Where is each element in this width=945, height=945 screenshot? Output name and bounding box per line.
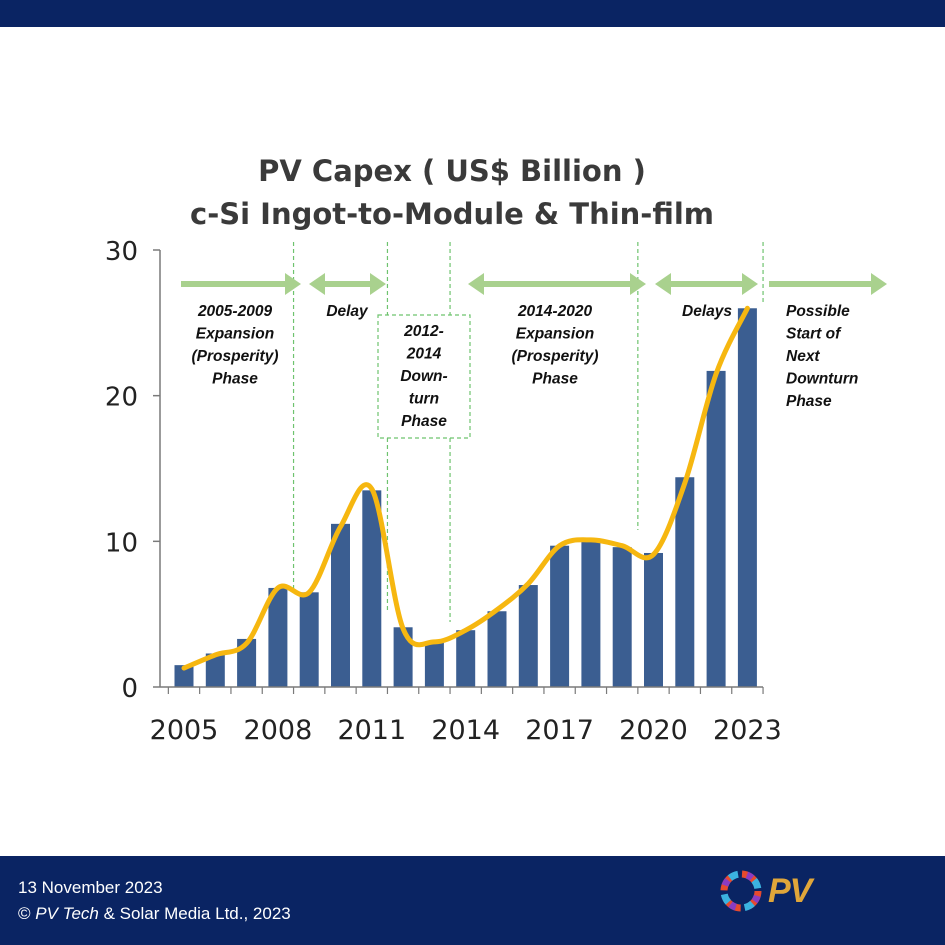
bar-2014 [456, 630, 476, 687]
bar-2020 [644, 552, 663, 687]
pv-tech-logo: PV [718, 868, 848, 914]
note-expansion-2005-2009-line: Expansion [196, 326, 274, 343]
note-downturn-2012-2014-line: turn [409, 391, 439, 408]
phase-annotations: 2005-2009 Expansion (Prosperity) Phase Delay… [192, 303, 858, 439]
bar-2005 [174, 665, 194, 687]
y-tick-label: 30 [105, 237, 138, 267]
capex-trend-curve [181, 305, 750, 671]
chart-title-line-1: PV Capex ( US$ Billion ) [258, 154, 646, 188]
x-tick-label: 2020 [619, 715, 688, 746]
capex-chart: PV Capex ( US$ Billion ) c-Si Ingot-to-M… [105, 154, 887, 746]
note-expansion-2014-2020-line: (Prosperity) [512, 348, 599, 365]
footer-bar: 13 November 2023 © PV Tech & Solar Media… [0, 856, 945, 945]
note-expansion-2014-2020-line: Expansion [516, 326, 594, 343]
note-next-downturn-line: Next [786, 348, 820, 365]
note-next-downturn-line: Phase [786, 393, 832, 410]
y-tick-label: 0 [121, 674, 138, 704]
arrow-expansion-2005-2009 [181, 273, 301, 295]
bar-2012 [393, 627, 413, 687]
note-expansion-2014-2020-line: 2014-2020 [517, 303, 593, 320]
copyright-prefix: © [18, 904, 36, 923]
top-banner [0, 0, 945, 27]
note-downturn-2012-2014-line: 2014 [406, 346, 442, 363]
bar-2013 [424, 641, 444, 687]
note-expansion-2005-2009-line: (Prosperity) [192, 348, 279, 365]
trend-line [181, 305, 750, 671]
y-tick-label: 10 [105, 528, 138, 558]
bar-2023 [737, 308, 757, 687]
arrow-delay [309, 273, 386, 295]
downturn-phase-box [377, 314, 471, 439]
tick-labels: 0 10 20 30 2005 2008 2011 2014 2017 2020 2023 [105, 237, 782, 746]
x-tick-label: 2023 [713, 715, 782, 746]
bar-2010 [331, 523, 350, 687]
footer-copyright: © PV Tech & Solar Media Ltd., 2023 [18, 904, 291, 924]
bar-2017 [550, 545, 570, 687]
arrow-next-downturn [769, 273, 887, 295]
note-expansion-2005-2009-line: Phase [212, 371, 258, 388]
note-downturn-2012-2014-line: Phase [401, 413, 447, 430]
bar-2015 [487, 611, 507, 687]
logo-text: PV [768, 872, 812, 910]
x-tick-label: 2008 [244, 715, 313, 746]
x-tick-label: 2011 [337, 715, 406, 746]
note-expansion-2014-2020-line: Phase [532, 371, 578, 388]
bar-2007 [237, 638, 257, 687]
bar-2008 [268, 587, 288, 687]
axes [153, 249, 764, 694]
note-expansion-2005-2009-line: 2005-2009 [197, 303, 273, 320]
bar-series [174, 308, 757, 687]
note-next-downturn-line: Possible [786, 303, 850, 320]
y-tick-label: 20 [105, 383, 138, 413]
note-next-downturn-line: Start of [786, 326, 842, 343]
note-next-downturn-line: Downturn [786, 371, 858, 388]
note-delays-line: Delays [682, 303, 732, 320]
bar-2016 [518, 585, 538, 687]
bar-2009 [299, 592, 319, 687]
note-downturn-2012-2014-line: 2012- [403, 323, 444, 340]
bar-2011 [362, 490, 382, 687]
bar-2022 [706, 370, 726, 687]
arrow-delays [655, 273, 758, 295]
note-delay-line: Delay [326, 303, 369, 320]
footer-date: 13 November 2023 [18, 878, 163, 897]
chart-title-line-2: c-Si Ingot-to-Module & Thin-film [190, 197, 714, 231]
bar-2006 [205, 653, 225, 687]
note-downturn-2012-2014-line: Down- [400, 368, 447, 385]
arrow-expansion-2014-2020 [468, 273, 646, 295]
bar-2021 [675, 477, 695, 687]
phase-arrows [181, 273, 887, 295]
x-tick-label: 2017 [525, 715, 594, 746]
pv-tech-logo-icon [720, 870, 762, 912]
x-tick-label: 2005 [150, 715, 219, 746]
bar-2019 [612, 547, 632, 687]
x-tick-label: 2014 [431, 715, 500, 746]
copyright-suffix: & Solar Media Ltd., 2023 [98, 904, 291, 923]
bar-2018 [581, 539, 601, 687]
copyright-brand: PV Tech [35, 904, 99, 923]
